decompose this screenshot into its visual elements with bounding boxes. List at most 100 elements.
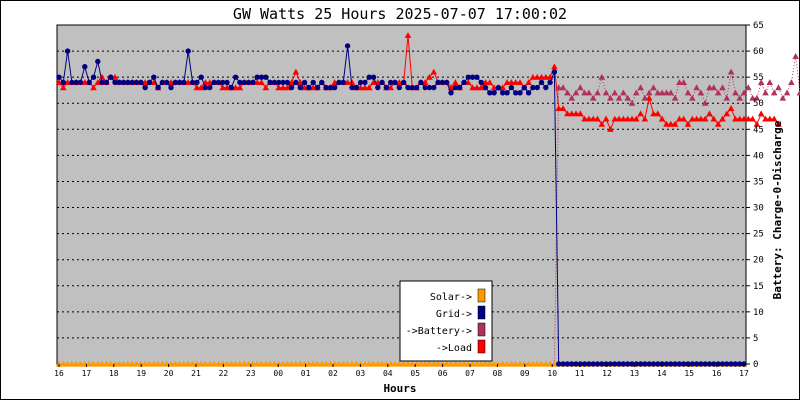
data-point bbox=[228, 360, 235, 367]
data-point bbox=[637, 361, 644, 367]
data-point bbox=[482, 360, 489, 367]
data-point bbox=[189, 360, 196, 367]
data-point bbox=[676, 361, 683, 367]
data-point bbox=[482, 84, 489, 91]
legend-swatch bbox=[477, 288, 486, 303]
data-point bbox=[142, 84, 148, 91]
data-point bbox=[650, 361, 657, 367]
data-point bbox=[620, 361, 627, 367]
data-point bbox=[702, 361, 708, 367]
data-point bbox=[645, 94, 653, 101]
data-point bbox=[305, 360, 313, 367]
y-tick-label: 55 bbox=[753, 73, 764, 83]
data-point bbox=[723, 110, 731, 117]
data-point bbox=[322, 360, 330, 367]
data-point bbox=[602, 89, 610, 96]
data-point bbox=[714, 89, 722, 96]
data-point bbox=[736, 94, 743, 101]
data-point bbox=[194, 79, 200, 86]
data-point bbox=[641, 115, 649, 122]
data-point bbox=[762, 115, 769, 122]
data-point bbox=[521, 84, 527, 91]
data-point bbox=[693, 361, 700, 367]
x-tick-label: 09 bbox=[520, 369, 530, 378]
data-point bbox=[241, 360, 248, 367]
data-point bbox=[615, 115, 623, 122]
data-point bbox=[426, 84, 433, 91]
x-tick-label: 05 bbox=[410, 369, 420, 378]
data-point bbox=[86, 79, 92, 86]
data-point bbox=[500, 90, 506, 96]
data-point bbox=[103, 360, 110, 367]
data-point bbox=[607, 94, 614, 101]
data-point bbox=[654, 110, 662, 117]
data-point bbox=[82, 63, 88, 70]
data-point bbox=[503, 360, 511, 367]
data-point bbox=[701, 115, 709, 122]
data-point bbox=[392, 79, 398, 86]
data-point bbox=[658, 89, 666, 96]
data-point bbox=[340, 360, 347, 367]
data-point bbox=[469, 74, 476, 80]
data-point bbox=[547, 79, 553, 86]
data-point bbox=[266, 360, 274, 367]
data-point bbox=[404, 360, 412, 367]
data-point bbox=[318, 360, 326, 367]
data-point bbox=[275, 360, 282, 367]
data-point bbox=[783, 89, 791, 96]
data-point bbox=[757, 79, 765, 85]
data-point bbox=[736, 115, 743, 122]
data-point bbox=[711, 361, 717, 367]
data-point bbox=[469, 360, 476, 367]
data-point bbox=[706, 84, 713, 91]
data-point bbox=[241, 79, 247, 86]
data-point bbox=[405, 84, 411, 91]
x-tick-label: 20 bbox=[164, 369, 174, 378]
data-point bbox=[740, 89, 748, 96]
y-tick-label: 5 bbox=[753, 334, 758, 344]
y-axis-label: Battery: Charge-0-Discharge bbox=[771, 120, 784, 299]
x-tick-label: 07 bbox=[465, 369, 475, 378]
legend-box bbox=[399, 280, 493, 362]
data-point bbox=[288, 79, 295, 85]
data-point bbox=[766, 79, 774, 85]
data-point bbox=[258, 79, 265, 85]
data-point bbox=[689, 94, 696, 101]
data-point bbox=[262, 84, 270, 91]
data-point bbox=[60, 360, 67, 367]
data-point bbox=[616, 361, 622, 367]
data-point bbox=[409, 360, 416, 367]
data-point bbox=[210, 360, 218, 367]
data-point bbox=[620, 115, 627, 122]
data-point bbox=[301, 360, 308, 367]
data-point bbox=[348, 79, 356, 85]
data-point bbox=[568, 94, 575, 101]
data-point bbox=[430, 360, 438, 367]
data-point bbox=[55, 79, 63, 85]
data-point bbox=[719, 115, 726, 122]
data-point bbox=[180, 360, 188, 367]
data-point bbox=[133, 79, 140, 86]
data-point bbox=[572, 89, 580, 96]
x-tick-label: 11 bbox=[575, 369, 585, 378]
data-point bbox=[353, 360, 360, 367]
data-point bbox=[267, 79, 273, 86]
data-point bbox=[706, 110, 713, 117]
data-point bbox=[124, 360, 132, 367]
data-point bbox=[314, 84, 321, 91]
data-point bbox=[516, 360, 524, 367]
data-point bbox=[516, 79, 524, 85]
data-point bbox=[602, 115, 610, 122]
data-point bbox=[569, 361, 575, 367]
legend-label: Grid-> bbox=[436, 309, 472, 320]
data-point bbox=[676, 115, 683, 122]
data-point bbox=[206, 79, 214, 85]
data-point bbox=[585, 89, 593, 96]
data-point bbox=[646, 361, 652, 367]
data-point bbox=[655, 361, 661, 367]
data-point bbox=[232, 84, 239, 91]
data-point bbox=[141, 360, 149, 367]
data-point bbox=[288, 84, 295, 91]
data-point bbox=[168, 84, 174, 91]
data-point bbox=[663, 120, 670, 127]
